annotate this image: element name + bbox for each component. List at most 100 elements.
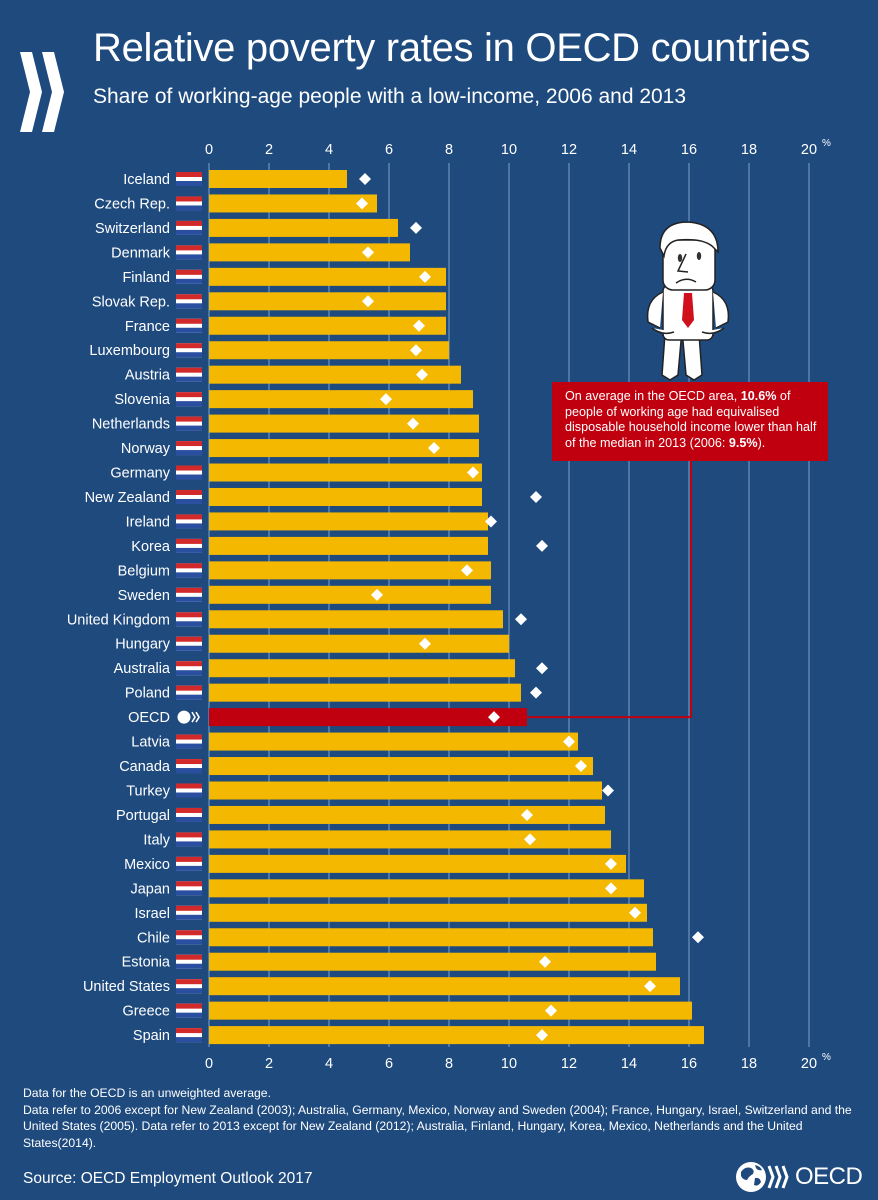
chart-row: Slovenia	[114, 390, 473, 409]
marker-2006	[524, 833, 536, 846]
marker-2006	[515, 613, 527, 626]
bar-2013	[209, 683, 521, 702]
category-label: Slovak Rep.	[92, 294, 170, 310]
x-tick-label-bottom: 18	[741, 1056, 757, 1072]
category-label: Italy	[143, 832, 170, 848]
bar-2013	[209, 414, 479, 433]
flag-estonia-icon	[176, 954, 202, 969]
flag-hungary-icon	[176, 636, 202, 651]
bar-2013	[209, 903, 647, 922]
x-axis-top: 0 2 4 6 8 10 12 14 16 18 20	[205, 142, 817, 158]
chart-row: New Zealand	[85, 487, 542, 506]
x-tick-label-top: 10	[501, 142, 517, 158]
connector-line	[527, 461, 692, 719]
footnotes: Data for the OECD is an unweighted avera…	[23, 1085, 863, 1151]
chart-row: Finland	[122, 267, 446, 286]
flag-austria-icon	[176, 367, 202, 382]
bar-2013	[209, 732, 578, 751]
footnote-oecd-average: Data for the OECD is an unweighted avera…	[23, 1086, 271, 1100]
flag-usa-icon	[176, 979, 202, 994]
flag-netherlands-icon	[176, 416, 202, 431]
marker-2006	[644, 980, 656, 993]
x-tick-label-bottom: 4	[325, 1056, 333, 1072]
marker-2006	[536, 662, 548, 675]
category-label: Estonia	[122, 955, 171, 971]
flag-latvia-icon	[176, 734, 202, 749]
marker-2006	[467, 466, 479, 479]
chart-row: OECD	[128, 708, 527, 727]
annotation-connector-line	[527, 461, 692, 719]
chart-row: United Kingdom	[67, 610, 527, 629]
chart-row: Poland	[125, 683, 542, 702]
chart-row: Iceland	[123, 170, 371, 188]
category-label: Latvia	[131, 735, 171, 751]
marker-2006	[380, 393, 392, 406]
flag-sweden-icon	[176, 587, 202, 602]
chart-row: Mexico	[124, 854, 626, 873]
flag-switzerland-icon	[176, 220, 202, 235]
marker-2006	[605, 857, 617, 870]
bar-2013	[209, 218, 398, 237]
bar-2013	[209, 463, 482, 482]
category-label: Switzerland	[95, 221, 170, 237]
category-label: Sweden	[118, 588, 170, 604]
annotation-text-2: of people of working age had equivalised…	[565, 389, 817, 450]
flag-chile-icon	[176, 930, 202, 945]
annotation-value-2013: 10.6%	[740, 389, 777, 403]
chart-row: Austria	[125, 365, 461, 384]
bar-2013	[209, 757, 593, 776]
bar-2013	[209, 952, 656, 971]
category-label: Turkey	[126, 784, 171, 800]
bar-2013	[209, 365, 461, 384]
source-note: Source: OECD Employment Outlook 2017	[23, 1170, 313, 1187]
flag-israel-icon	[176, 905, 202, 920]
marker-2006	[692, 931, 704, 944]
category-label: New Zealand	[85, 490, 170, 506]
x-tick-label-top: 14	[621, 142, 637, 158]
bar-2013	[209, 316, 446, 335]
category-label: Germany	[110, 466, 170, 482]
marker-2006	[488, 711, 500, 724]
category-label: Norway	[121, 441, 171, 457]
chart-row: Denmark	[111, 243, 410, 262]
chart-subtitle: Share of working-age people with a low-i…	[93, 85, 687, 108]
chart-row: Portugal	[116, 805, 605, 824]
oecd-chevrons-logo-icon	[20, 52, 64, 132]
oecd-wordmark: OECD	[795, 1163, 863, 1190]
chart-row: Spain	[133, 1026, 704, 1045]
category-label: Spain	[133, 1028, 170, 1044]
bar-2013	[209, 805, 605, 824]
x-tick-label-bottom: 8	[445, 1056, 453, 1072]
chart-row: Luxembourg	[89, 341, 449, 360]
bar-chart: 0 2 4 6 8 10 12 14 16 18 20 0 2 4 6 8 10 12 14 16 18 20 Icel…	[67, 138, 831, 1072]
flag-luxembourg-icon	[176, 343, 202, 358]
footnote-data-years: Data refer to 2006 except for New Zealan…	[23, 1102, 852, 1150]
bar-2013	[209, 536, 488, 555]
category-label: Japan	[130, 881, 170, 897]
chart-row: France	[125, 316, 446, 335]
chart-rows: Iceland Czech Rep. Switzerland Denmark Finla…	[67, 170, 704, 1045]
flag-greece-icon	[176, 1003, 202, 1018]
bar-2013-oecd	[209, 708, 527, 727]
category-label: OECD	[128, 710, 170, 726]
marker-2006	[419, 637, 431, 650]
flag-mexico-icon	[176, 856, 202, 871]
marker-2006	[605, 882, 617, 895]
chart-row: Czech Rep.	[94, 194, 377, 213]
marker-2006	[371, 588, 383, 601]
marker-2006	[410, 344, 422, 357]
bar-2013	[209, 830, 611, 849]
category-label: Austria	[125, 368, 171, 384]
category-label: Netherlands	[92, 417, 170, 433]
bar-2013	[209, 854, 626, 873]
chart-row: Slovak Rep.	[92, 292, 446, 311]
flag-uk-icon	[176, 612, 202, 627]
category-label: Chile	[137, 930, 170, 946]
oecd-average-annotation: On average in the OECD area, 10.6% of pe…	[552, 382, 828, 461]
category-label: Canada	[119, 759, 171, 775]
gridlines	[208, 163, 810, 1047]
bar-2013	[209, 610, 503, 629]
marker-2006	[521, 808, 533, 821]
annotation-text-3: ).	[757, 435, 766, 450]
marker-2006	[545, 1004, 557, 1017]
